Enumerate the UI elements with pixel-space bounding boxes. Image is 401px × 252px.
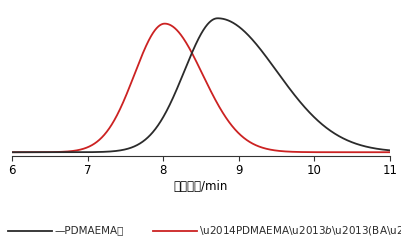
X-axis label: 淋出时间/min: 淋出时间/min xyxy=(173,180,228,193)
Text: —PDMAEMA；: —PDMAEMA； xyxy=(54,226,124,236)
Text: \u2014PDMAEMA\u2013$b$\u2013(BA\u2013$\it{co}$\u2013OEGMA): \u2014PDMAEMA\u2013$b$\u2013(BA\u2013$\i… xyxy=(198,224,401,237)
